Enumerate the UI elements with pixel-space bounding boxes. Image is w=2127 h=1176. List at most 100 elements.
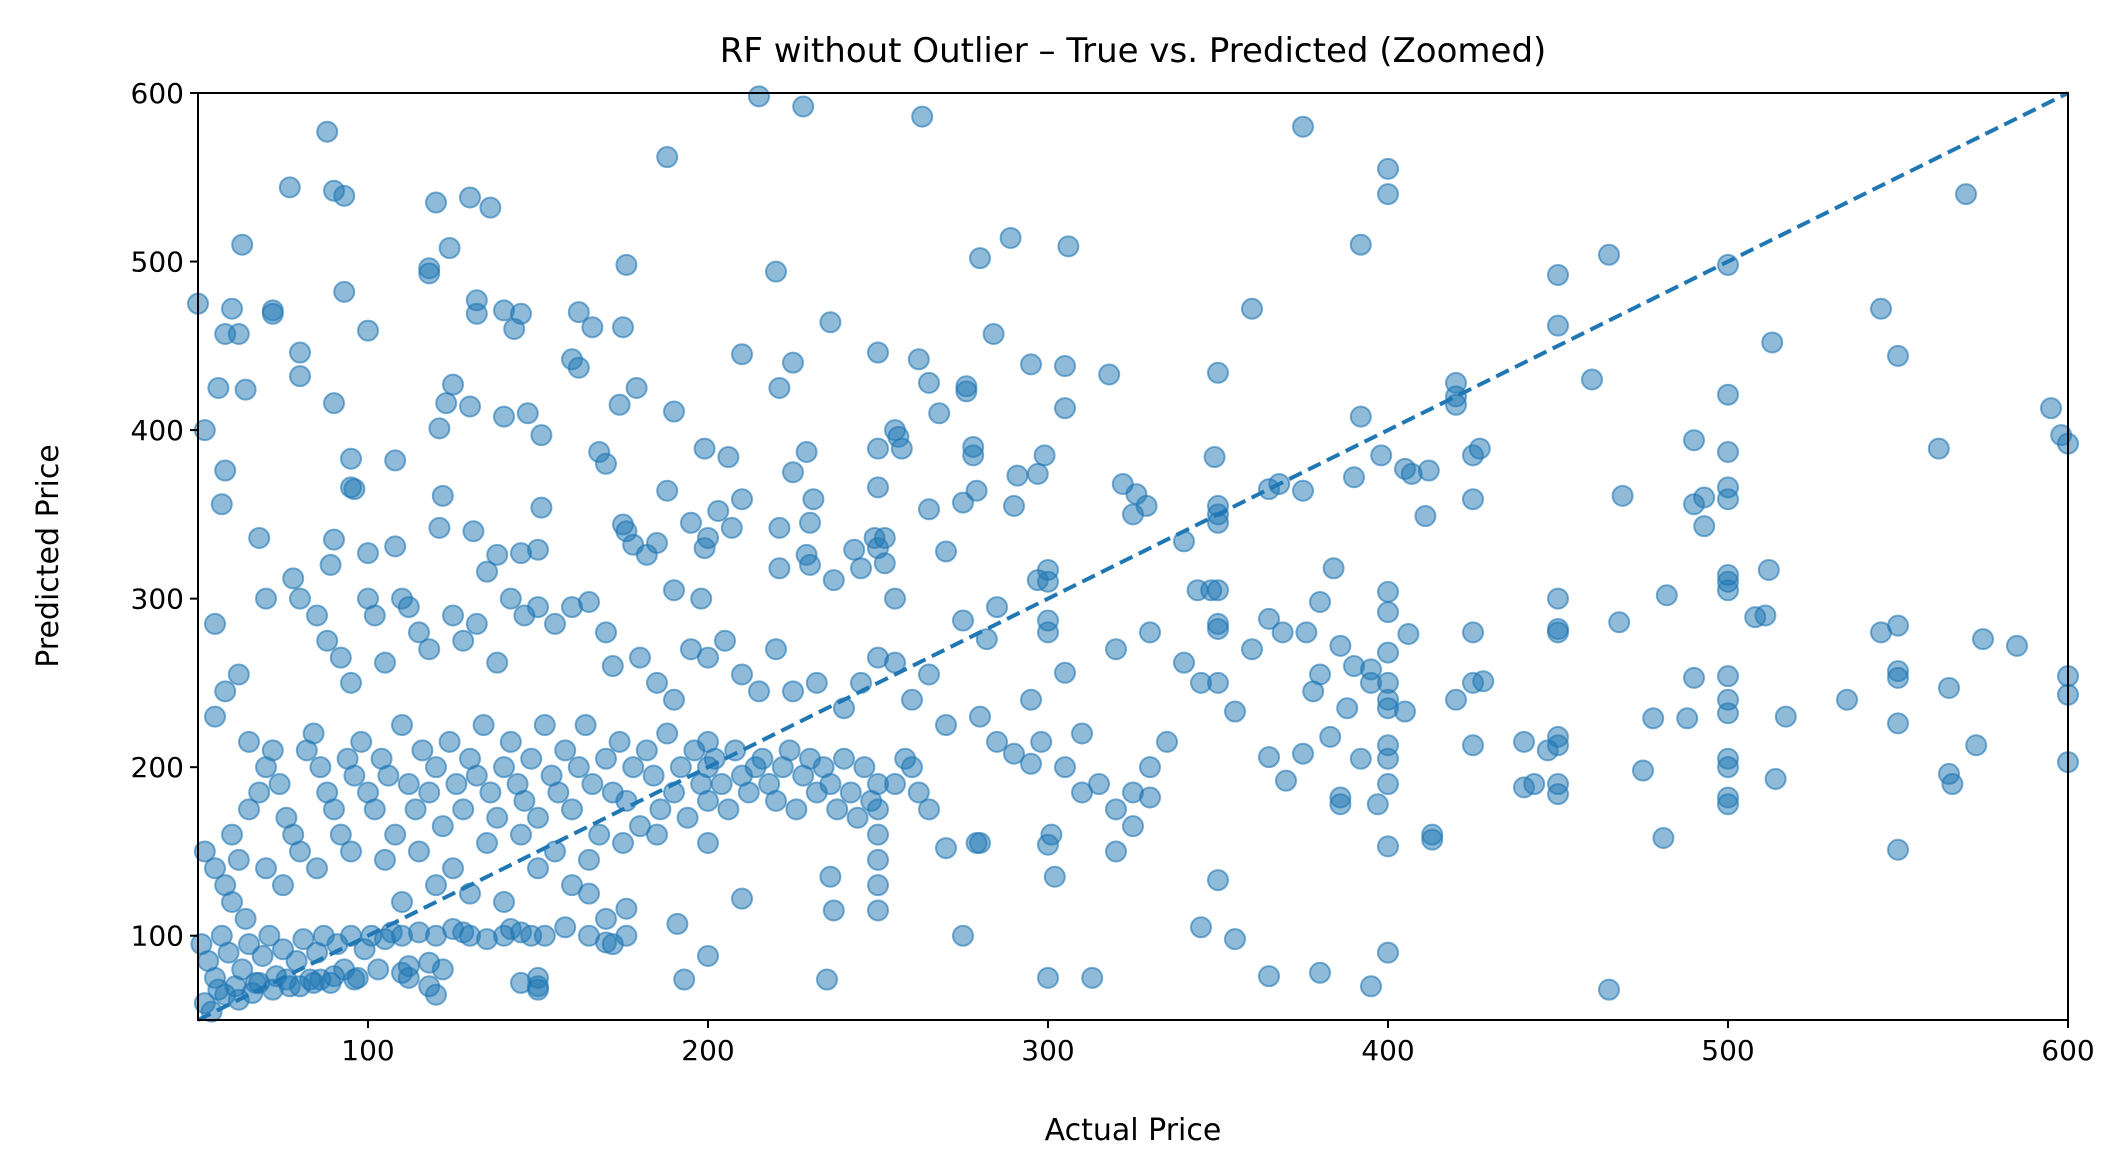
data-point [697,832,719,855]
data-point [1547,734,1569,757]
data-point [1462,621,1484,644]
data-point [1462,488,1484,511]
data-point [408,840,430,863]
data-point [656,146,679,169]
data-point [1207,671,1229,694]
data-point [1581,368,1603,391]
data-point [554,916,577,939]
data-point [452,798,475,821]
data-point [737,781,760,804]
data-point [1037,570,1059,593]
data-point [442,373,464,396]
x-axis-label: Actual Price [1045,1113,1222,1148]
data-point [533,714,556,737]
data-point [1717,441,1739,464]
data-point [1417,459,1440,482]
data-point [217,941,240,964]
data-point [479,196,502,219]
data-point [1033,444,1056,467]
data-point [676,806,699,829]
data-point [601,655,624,678]
data-point [1836,688,1858,711]
data-point [1139,621,1161,644]
data-point [595,747,617,770]
data-point [1054,756,1076,779]
data-point [731,663,753,686]
data-point [204,705,226,728]
data-point [574,714,597,737]
data-point [255,587,277,610]
data-point [363,604,386,627]
data-point [894,747,917,770]
data-point [1717,665,1739,688]
data-point [1037,621,1059,644]
data-point [445,773,468,796]
data-point [656,722,679,745]
data-point [1329,793,1352,816]
data-point [1764,767,1787,790]
data-point [595,907,617,930]
data-point [214,459,237,482]
y-axis: 100 200 300 400 500 600 [131,77,198,953]
data-point [465,302,488,325]
data-point [833,747,855,770]
x-tick-label: 100 [341,1034,394,1067]
data-point [1887,614,1909,637]
data-point [465,612,488,635]
data-point [710,773,733,796]
data-point [1156,730,1178,753]
data-point [544,612,566,635]
data-point [357,542,379,565]
data-point [867,899,889,922]
data-point [319,553,342,576]
data-point [1870,297,1892,320]
data-point [1295,621,1318,644]
data-point [499,730,522,753]
data-point [459,186,481,209]
data-point [853,756,876,779]
data-point [1026,462,1049,485]
data-point [707,499,730,522]
data-point [527,596,549,619]
data-point [476,832,498,855]
data-point [816,968,838,991]
data-point [622,756,645,779]
data-point [720,516,743,539]
data-point [962,444,985,467]
data-point [697,526,719,549]
data-point [1523,773,1546,796]
data-point [1190,916,1212,939]
data-point [530,496,553,519]
data-point [935,540,957,563]
data-point [567,756,590,779]
data-point [1927,437,1950,460]
data-point [999,226,1022,249]
data-point [261,302,284,325]
data-point [1122,503,1144,526]
data-point [1105,840,1127,863]
data-point [673,968,696,991]
data-point [452,629,475,652]
data-point [227,848,250,871]
data-point [391,714,413,737]
data-point [601,933,624,956]
data-point [1421,823,1444,846]
data-point [486,806,509,829]
data-point [1887,838,1909,861]
data-point [1377,641,1399,664]
data-point [1241,638,1263,661]
data-point [578,882,600,905]
y-tick-label: 200 [131,751,184,784]
data-point [1608,611,1631,634]
data-point [1632,759,1654,782]
data-point [782,351,804,374]
data-point [1693,486,1716,509]
data-point [799,553,821,576]
data-point [969,247,991,270]
data-point [918,371,940,394]
data-point [221,891,243,914]
data-point [578,591,600,614]
data-point [952,924,974,947]
data-point [907,781,930,804]
data-point [438,237,461,260]
